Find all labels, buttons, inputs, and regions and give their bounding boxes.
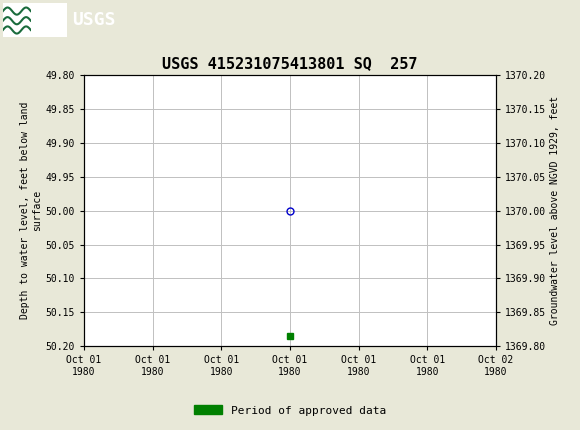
Text: USGS: USGS [72, 11, 116, 29]
Legend: Period of approved data: Period of approved data [190, 401, 390, 420]
Y-axis label: Depth to water level, feet below land
surface: Depth to water level, feet below land su… [20, 102, 42, 319]
Y-axis label: Groundwater level above NGVD 1929, feet: Groundwater level above NGVD 1929, feet [550, 96, 560, 325]
Text: USGS 415231075413801 SQ  257: USGS 415231075413801 SQ 257 [162, 56, 418, 71]
Bar [3, 3, 67, 37]
